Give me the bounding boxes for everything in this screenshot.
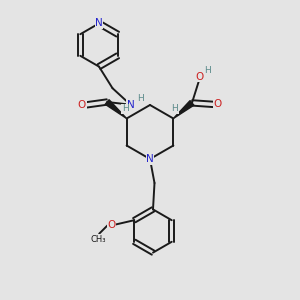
Text: H: H (204, 66, 211, 75)
Text: CH₃: CH₃ (91, 235, 106, 244)
Text: N: N (127, 100, 134, 110)
Text: H: H (137, 94, 144, 103)
Text: O: O (195, 71, 203, 82)
Polygon shape (173, 100, 194, 118)
Polygon shape (105, 100, 127, 118)
Text: N: N (146, 154, 154, 164)
Text: H: H (122, 104, 128, 113)
Text: O: O (213, 99, 221, 110)
Text: N: N (95, 18, 103, 28)
Text: O: O (107, 220, 115, 230)
Text: H: H (172, 104, 178, 113)
Text: O: O (78, 100, 86, 110)
